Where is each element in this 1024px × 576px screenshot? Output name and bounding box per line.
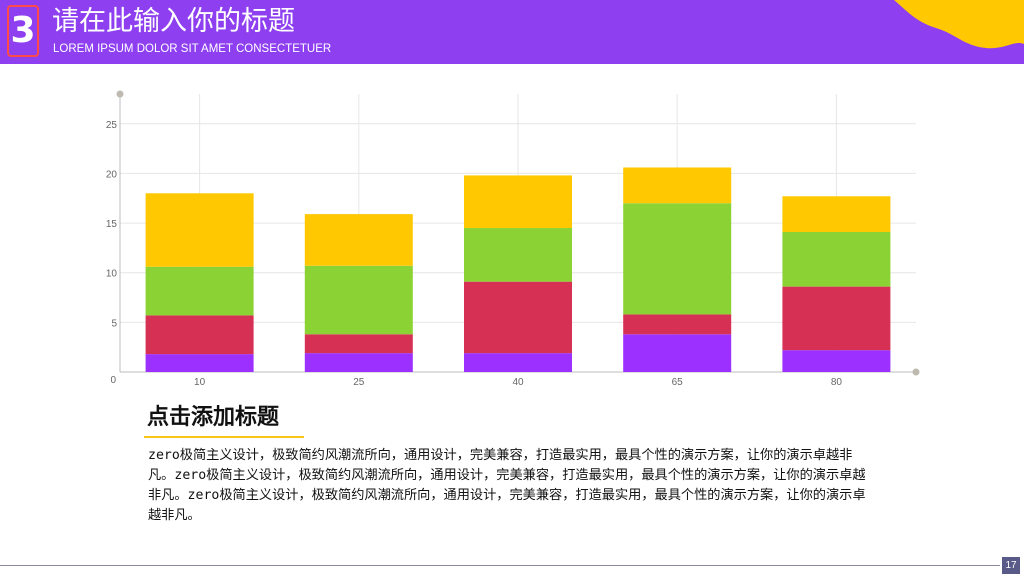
x-tick-label: 25 — [353, 377, 365, 388]
x-tick-label: 10 — [194, 377, 206, 388]
page-number: 17 — [1002, 557, 1020, 574]
bar-segment-series-4 — [623, 167, 732, 204]
x-tick-label: 80 — [831, 377, 843, 388]
bar-segment-series-3 — [782, 232, 891, 287]
bar-segment-series-4 — [782, 196, 891, 233]
bar-segment-series-2 — [145, 315, 254, 355]
bar-segment-series-1 — [464, 353, 572, 372]
page-title: 请在此输入你的标题 — [52, 6, 295, 37]
y-tick-label: 20 — [106, 169, 118, 180]
y-tick-label: 10 — [106, 269, 118, 280]
header-wave-decoration — [894, 0, 1024, 49]
y-axis-end-dot — [116, 90, 124, 98]
bar-segment-series-2 — [782, 286, 891, 351]
y-tick-label: 0 — [110, 375, 116, 386]
bar-segment-series-1 — [623, 334, 732, 372]
bar-segment-series-2 — [623, 314, 732, 335]
bar-segment-series-2 — [304, 334, 413, 354]
section-title-underline — [144, 436, 304, 438]
bar-segment-series-1 — [304, 353, 413, 372]
page-subtitle: LOREM IPSUM DOLOR SIT AMET CONSECTETUER — [53, 43, 332, 55]
x-axis-end-dot — [912, 368, 920, 376]
bar-segment-series-4 — [304, 214, 413, 266]
y-tick-label: 15 — [106, 219, 118, 230]
bar-segment-series-1 — [145, 354, 254, 372]
x-tick-label: 40 — [512, 377, 524, 388]
bar-segment-series-1 — [782, 350, 891, 372]
bar-segment-series-3 — [304, 265, 413, 335]
y-tick-label: 25 — [106, 120, 118, 131]
footer-divider — [0, 565, 1000, 566]
section-title: 点击添加标题 — [147, 405, 280, 430]
bar-segment-series-4 — [145, 193, 254, 267]
x-tick-label: 65 — [672, 377, 684, 388]
section-body-text: zero极简主义设计，极致简约风潮流所向，通用设计，完美兼容，打造最实用，最具个… — [148, 448, 866, 523]
section-number: 3 — [7, 5, 39, 57]
bar-segment-series-2 — [464, 281, 572, 354]
bar-segment-series-3 — [145, 266, 254, 316]
bar-segment-series-3 — [464, 228, 572, 282]
bar-segment-series-4 — [464, 175, 572, 229]
stacked-bar-chart: 0 5 10 15 20 25 10 25 40 65 80 — [106, 90, 920, 388]
bar-segment-series-3 — [623, 203, 732, 315]
y-tick-label: 5 — [111, 318, 117, 329]
header-banner: 3 请在此输入你的标题 LOREM IPSUM DOLOR SIT AMET C… — [0, 0, 1024, 64]
